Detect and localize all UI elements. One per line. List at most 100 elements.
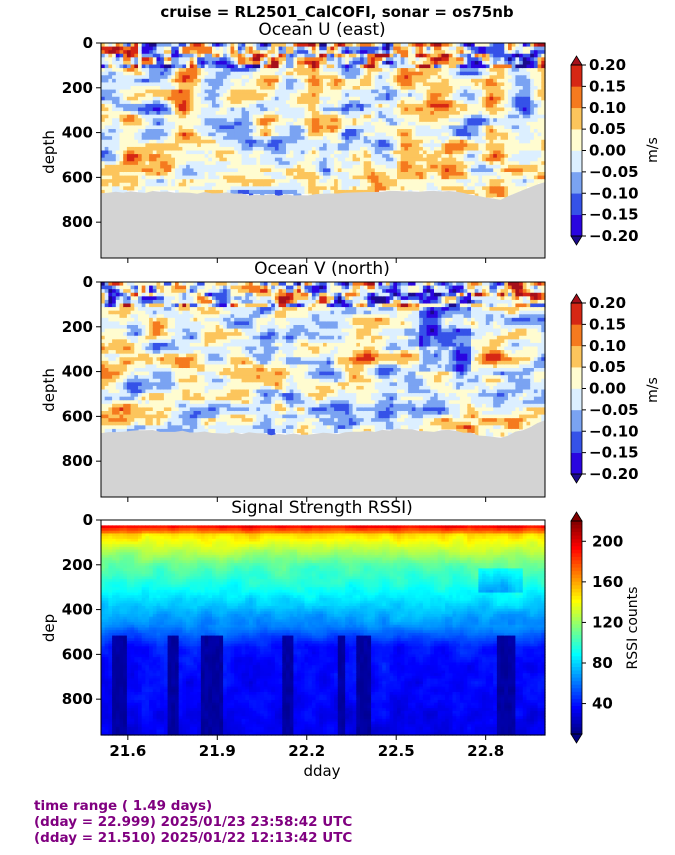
heatmap-cell <box>316 140 320 144</box>
heatmap-cell <box>360 61 364 65</box>
heatmap-cell <box>330 179 334 183</box>
heatmap-cell <box>519 125 523 129</box>
heatmap-cell <box>316 65 320 69</box>
heatmap-cell <box>127 136 131 140</box>
heatmap-cell <box>168 79 172 83</box>
heatmap-cell <box>345 68 349 72</box>
heatmap-cell <box>404 168 408 172</box>
heatmap-cell <box>264 168 268 172</box>
heatmap-cell <box>197 143 201 147</box>
heatmap-cell <box>497 65 501 69</box>
heatmap-cell <box>460 111 464 115</box>
heatmap-cell <box>112 136 116 140</box>
heatmap-cell <box>508 93 512 97</box>
heatmap-cell <box>364 82 368 86</box>
heatmap-cell <box>208 161 212 165</box>
heatmap-cell <box>116 183 120 187</box>
heatmap-cell <box>356 140 360 144</box>
heatmap-cell <box>367 125 371 129</box>
heatmap-cell <box>205 72 209 76</box>
heatmap-cell <box>430 100 434 104</box>
heatmap-cell <box>179 151 183 155</box>
heatmap-cell <box>105 111 109 115</box>
heatmap-cell <box>493 75 497 79</box>
heatmap-cell <box>538 151 542 155</box>
heatmap-cell <box>260 186 264 190</box>
heatmap-cell <box>397 129 401 133</box>
heatmap-cell <box>482 147 486 151</box>
heatmap-cell <box>523 133 527 137</box>
heatmap-cell <box>486 151 490 155</box>
heatmap-cell <box>142 122 146 126</box>
heatmap-cell <box>349 161 353 165</box>
heatmap-cell <box>223 90 227 94</box>
heatmap-cell <box>197 93 201 97</box>
heatmap-cell <box>478 186 482 190</box>
heatmap-cell <box>171 122 175 126</box>
heatmap-cell <box>223 168 227 172</box>
heatmap-cell <box>490 125 494 129</box>
heatmap-cell <box>371 122 375 126</box>
heatmap-cell <box>305 190 309 194</box>
heatmap-cell <box>486 158 490 162</box>
heatmap-cell <box>490 47 494 51</box>
heatmap-cell <box>438 82 442 86</box>
heatmap-cell <box>515 186 519 190</box>
heatmap-cell <box>486 122 490 126</box>
heatmap-cell <box>138 115 142 119</box>
heatmap-cell <box>538 75 542 79</box>
heatmap-cell <box>523 54 527 58</box>
heatmap-cell <box>190 65 194 69</box>
heatmap-cell <box>493 186 497 190</box>
heatmap-cell <box>445 125 449 129</box>
heatmap-cell <box>164 151 168 155</box>
heatmap-cell <box>194 115 198 119</box>
heatmap-cell <box>168 158 172 162</box>
heatmap-cell <box>356 82 360 86</box>
heatmap-cell <box>353 90 357 94</box>
heatmap-cell <box>268 79 272 83</box>
heatmap-cell <box>194 86 198 90</box>
heatmap-cell <box>112 154 116 158</box>
heatmap-cell <box>501 183 505 187</box>
heatmap-cell <box>338 172 342 176</box>
heatmap-cell <box>497 47 501 51</box>
heatmap-cell <box>194 54 198 58</box>
heatmap-cell <box>153 168 157 172</box>
heatmap-cell <box>408 140 412 144</box>
heatmap-cell <box>493 50 497 54</box>
heatmap-cell <box>305 104 309 108</box>
heatmap-cell <box>508 176 512 180</box>
heatmap-cell <box>253 161 257 165</box>
heatmap-cell <box>171 50 175 54</box>
heatmap-cell <box>434 186 438 190</box>
heatmap-cell <box>412 72 416 76</box>
heatmap-cell <box>293 111 297 115</box>
heatmap-cell <box>515 133 519 137</box>
heatmap-cell <box>538 158 542 162</box>
heatmap-cell <box>471 104 475 108</box>
heatmap-cell <box>216 43 220 47</box>
heatmap-cell <box>367 115 371 119</box>
heatmap-cell <box>504 86 508 90</box>
heatmap-cell <box>497 61 501 65</box>
heatmap-cell <box>145 104 149 108</box>
heatmap-cell <box>160 168 164 172</box>
heatmap-cell <box>441 151 445 155</box>
heatmap-cell <box>512 79 516 83</box>
heatmap-cell <box>449 115 453 119</box>
heatmap-cell <box>145 75 149 79</box>
heatmap-cell <box>123 100 127 104</box>
heatmap-cell <box>168 86 172 90</box>
heatmap-cell <box>153 140 157 144</box>
heatmap-cell <box>286 140 290 144</box>
heatmap-cell <box>242 54 246 58</box>
heatmap-cell <box>319 86 323 90</box>
heatmap-cell <box>408 154 412 158</box>
heatmap-cell <box>190 75 194 79</box>
heatmap-cell <box>260 161 264 165</box>
heatmap-cell <box>375 133 379 137</box>
heatmap-cell <box>179 179 183 183</box>
heatmap-cell <box>319 161 323 165</box>
heatmap-cell <box>312 93 316 97</box>
